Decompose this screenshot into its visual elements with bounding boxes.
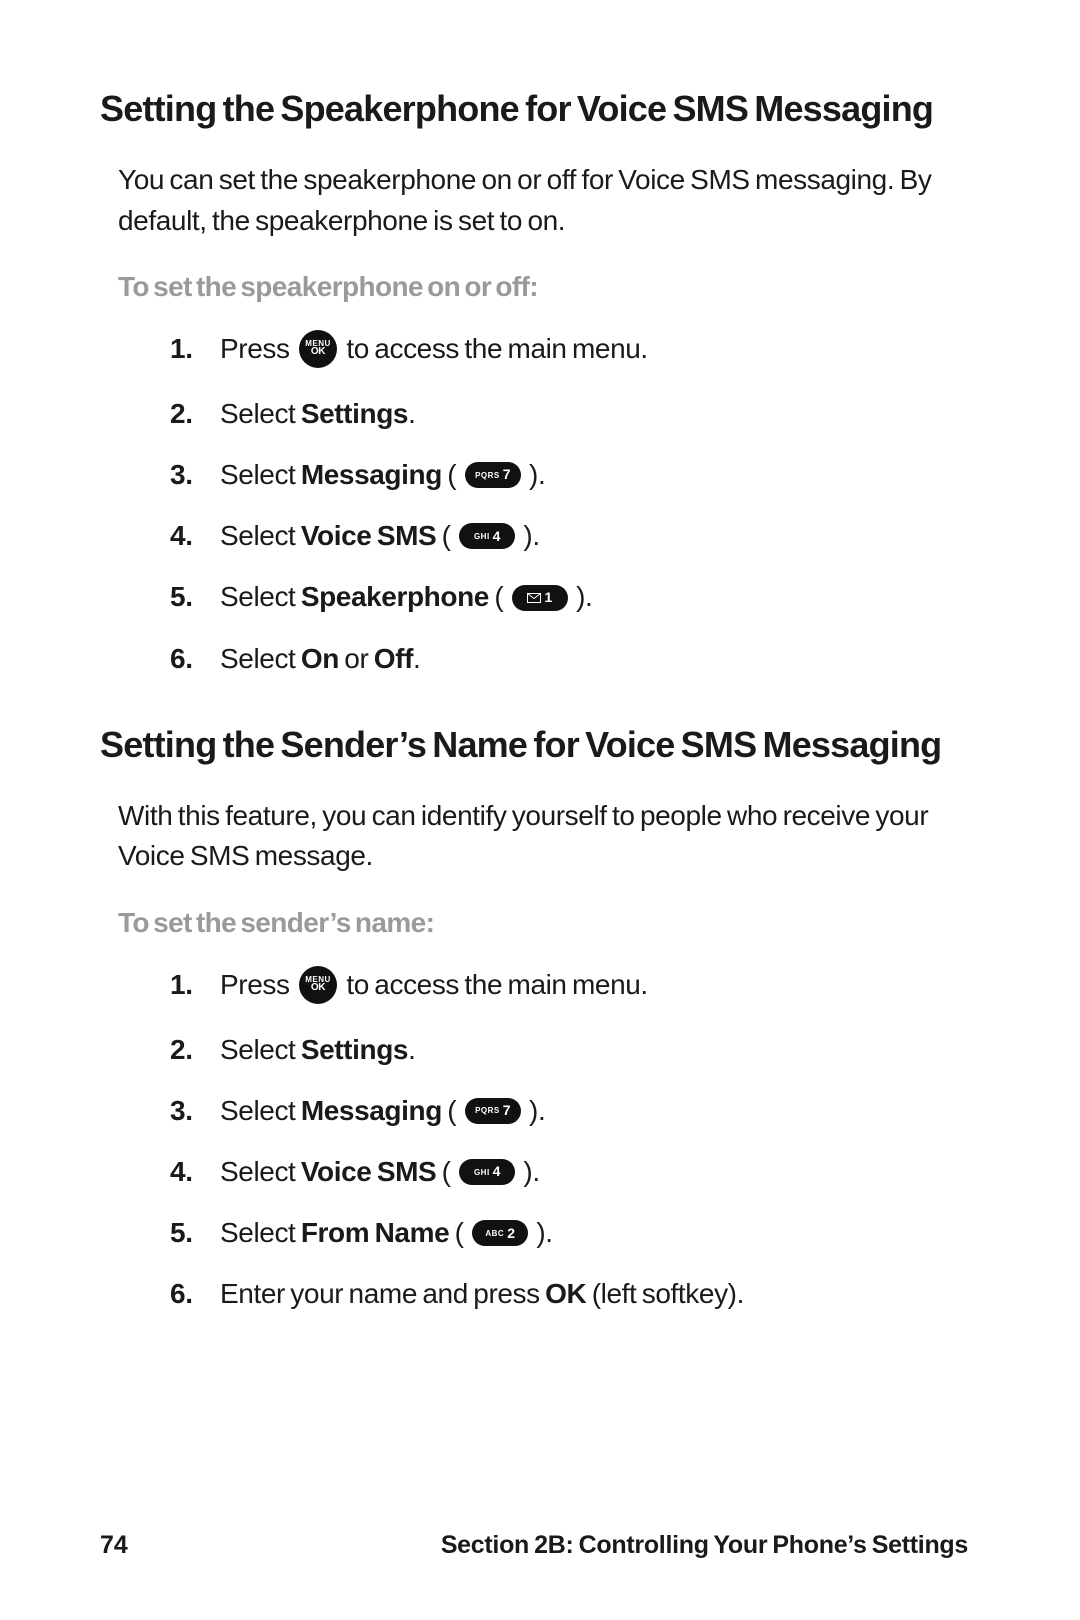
menu-ok-icon: MENU OK — [299, 966, 337, 1004]
step-text: Select — [220, 1034, 301, 1065]
step-text: ). — [576, 581, 592, 612]
step: Select Settings. — [170, 394, 970, 433]
step-text: ( — [449, 1217, 463, 1248]
step-text: Select — [220, 1217, 301, 1248]
key-letters: PQRS — [475, 1105, 500, 1116]
step-text: Select — [220, 643, 301, 674]
section-title-speakerphone: Setting the Speakerphone for Voice SMS M… — [100, 86, 970, 132]
step: Select From Name ( ABC2 ). — [170, 1213, 970, 1252]
step-text-bold: Settings — [301, 398, 408, 429]
key-digit: 7 — [503, 1101, 510, 1121]
icon-label-bottom: OK — [311, 347, 325, 357]
step-text: (left softkey). — [586, 1278, 744, 1309]
step-text: . — [413, 643, 420, 674]
step-text: Select — [220, 398, 301, 429]
key-letters: ABC — [485, 1228, 504, 1239]
step-text-bold: Voice SMS — [301, 1156, 436, 1187]
key-digit: 1 — [544, 588, 551, 608]
key-1-icon: 1 — [512, 585, 568, 611]
step-text: to access the main menu. — [346, 333, 647, 364]
key-4-icon: GHI4 — [459, 1159, 515, 1185]
envelope-icon — [527, 593, 541, 603]
step-text: ). — [529, 459, 545, 490]
manual-page: Setting the Speakerphone for Voice SMS M… — [0, 0, 1080, 1620]
step-text: or — [339, 643, 374, 674]
step-text: . — [408, 1034, 415, 1065]
key-letters: GHI — [474, 1167, 490, 1178]
intro-sender-name: With this feature, you can identify your… — [118, 796, 970, 877]
step-text: Select — [220, 459, 301, 490]
step-text-bold: Off — [374, 643, 413, 674]
step-text: . — [408, 398, 415, 429]
step: Enter your name and press OK (left softk… — [170, 1274, 970, 1313]
step-text-bold: Voice SMS — [301, 520, 436, 551]
step-text-bold: Speakerphone — [301, 581, 489, 612]
key-7-icon: PQRS7 — [465, 1098, 521, 1124]
subhead-speakerphone: To set the speakerphone on or off: — [118, 271, 970, 303]
step-text: Select — [220, 1156, 301, 1187]
step-text: ). — [523, 1156, 539, 1187]
step: Press MENU OK to access the main menu. — [170, 329, 970, 372]
subhead-sender-name: To set the sender’s name: — [118, 907, 970, 939]
step-text: Enter your name and press — [220, 1278, 545, 1309]
step-text: ). — [529, 1095, 545, 1126]
step-text: Select — [220, 1095, 301, 1126]
steps-speakerphone: Press MENU OK to access the main menu. S… — [100, 329, 970, 678]
step: Select Messaging ( PQRS7 ). — [170, 455, 970, 494]
step-text-bold: Settings — [301, 1034, 408, 1065]
step-text-bold: OK — [545, 1278, 586, 1309]
step: Select On or Off. — [170, 639, 970, 678]
key-letters: GHI — [474, 531, 490, 542]
step: Select Voice SMS ( GHI4 ). — [170, 1152, 970, 1191]
step: Select Speakerphone ( 1 ). — [170, 577, 970, 616]
step-text: Select — [220, 520, 301, 551]
step-text-bold: On — [301, 643, 339, 674]
step-text-bold: Messaging — [301, 1095, 442, 1126]
step: Press MENU OK to access the main menu. — [170, 965, 970, 1008]
step-text: ( — [442, 1095, 456, 1126]
menu-ok-icon: MENU OK — [299, 330, 337, 368]
steps-sender-name: Press MENU OK to access the main menu. S… — [100, 965, 970, 1314]
page-footer: Section 2B: Controlling Your Phone’s Set… — [441, 1531, 968, 1560]
key-letters: PQRS — [475, 470, 500, 481]
step-text: Press — [220, 333, 290, 364]
step-text: Select — [220, 581, 301, 612]
key-4-icon: GHI4 — [459, 523, 515, 549]
step: Select Messaging ( PQRS7 ). — [170, 1091, 970, 1130]
step-text: ). — [523, 520, 539, 551]
step-text-bold: From Name — [301, 1217, 449, 1248]
key-7-icon: PQRS7 — [465, 462, 521, 488]
step-text: Press — [220, 969, 290, 1000]
step: Select Settings. — [170, 1030, 970, 1069]
page-number: 74 — [100, 1531, 128, 1560]
key-2-icon: ABC2 — [472, 1220, 528, 1246]
step: Select Voice SMS ( GHI4 ). — [170, 516, 970, 555]
step-text: ( — [436, 1156, 450, 1187]
step-text: to access the main menu. — [346, 969, 647, 1000]
key-digit: 4 — [493, 527, 500, 547]
step-text: ). — [536, 1217, 552, 1248]
icon-label-bottom: OK — [311, 983, 325, 993]
step-text: ( — [436, 520, 450, 551]
step-text: ( — [442, 459, 456, 490]
step-text: ( — [489, 581, 503, 612]
key-digit: 2 — [507, 1224, 514, 1244]
step-text-bold: Messaging — [301, 459, 442, 490]
key-digit: 4 — [493, 1162, 500, 1182]
section-title-sender-name: Setting the Sender’s Name for Voice SMS … — [100, 722, 970, 768]
intro-speakerphone: You can set the speakerphone on or off f… — [118, 160, 970, 241]
key-digit: 7 — [503, 465, 510, 485]
